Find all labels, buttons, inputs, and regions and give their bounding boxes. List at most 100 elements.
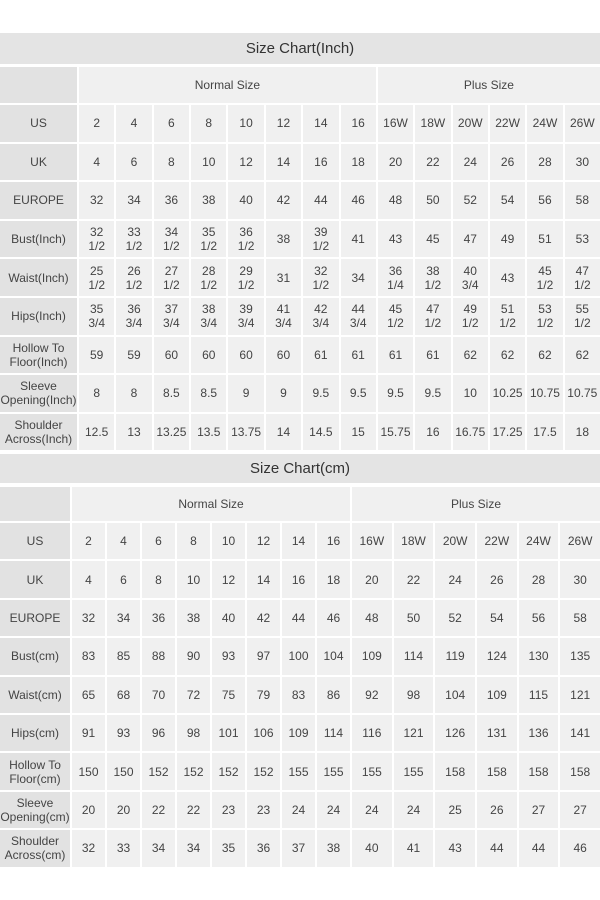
table-cell: 26 — [477, 561, 517, 598]
table-cell: 79 — [247, 676, 280, 713]
row-label: Hips(Inch) — [0, 297, 77, 335]
table-cell: 20 — [352, 561, 392, 598]
table-cell: 104 — [435, 676, 475, 713]
row-label: UK — [0, 561, 70, 598]
table-cell: 22 — [393, 561, 434, 598]
table-cell: 26 — [489, 143, 526, 181]
table-cell: 109 — [282, 714, 315, 752]
table-cell: 155 — [282, 753, 315, 790]
table-cell: 30 — [560, 561, 600, 598]
table-cell: 10 — [177, 561, 210, 598]
table-cell: 114 — [317, 714, 350, 752]
table-cell: 34 — [340, 259, 376, 296]
table-cell: 75 — [212, 676, 245, 713]
cm-size-table: Normal Size Plus Size US 2 4 6 8 10 12 14 16 16W 18W… — [0, 487, 600, 867]
table-cell: 30 — [564, 143, 600, 181]
table-cell: 9 — [228, 375, 264, 412]
table-cell: 98 — [393, 676, 434, 713]
group-header-plus: Plus Size — [377, 67, 600, 103]
table-cell: 61 — [303, 336, 339, 374]
table-cell: 55 1/2 — [564, 297, 600, 335]
row-label: Hollow To Floor(cm) — [0, 753, 70, 790]
table-cell: 85 — [107, 638, 140, 675]
row-label: Bust(cm) — [0, 638, 70, 675]
table-cell: 12 — [228, 143, 264, 181]
table-cell: 34 — [142, 830, 175, 867]
table-cell: 12 — [212, 561, 245, 598]
table-cell: 14 — [303, 105, 339, 142]
table-cell: 15 — [340, 413, 376, 451]
table-cell: 36 — [153, 182, 190, 219]
table-cell: 48 — [352, 599, 392, 637]
group-header-plus: Plus Size — [352, 487, 600, 521]
table-cell: 109 — [352, 638, 392, 675]
table-cell: 8 — [191, 105, 227, 142]
table-cell: 20 — [107, 791, 140, 829]
table-cell: 61 — [415, 336, 451, 374]
table-cell: 31 — [265, 259, 302, 296]
table-cell: 42 — [265, 182, 302, 219]
table-cell: 20W — [452, 105, 488, 142]
table-cell: 33 — [107, 830, 140, 867]
table-cell: 65 — [72, 676, 105, 713]
table-cell: 24 — [317, 791, 350, 829]
row-label: Sleeve Opening(cm) — [0, 791, 70, 829]
table-cell: 9.5 — [303, 375, 339, 412]
table-cell: 158 — [435, 753, 475, 790]
table-cell: 14 — [265, 413, 302, 451]
table-cell: 35 1/2 — [191, 220, 227, 258]
table-cell: 60 — [191, 336, 227, 374]
table-cell: 17.5 — [527, 413, 563, 451]
table-cell: 28 — [527, 143, 563, 181]
table-cell: 52 — [435, 599, 475, 637]
table-cell: 27 — [518, 791, 559, 829]
table-cell: 38 3/4 — [191, 297, 227, 335]
table-cell: 13.75 — [228, 413, 264, 451]
table-cell: 50 — [393, 599, 434, 637]
table-cell: 100 — [282, 638, 315, 675]
table-cell: 15.75 — [377, 413, 414, 451]
table-cell: 4 — [107, 523, 140, 560]
row-label: EUROPE — [0, 182, 77, 219]
table-cell: 59 — [79, 336, 115, 374]
table-cell: 44 — [518, 830, 559, 867]
table-cell: 50 — [415, 182, 451, 219]
table-cell: 8 — [177, 523, 210, 560]
table-cell: 54 — [489, 182, 526, 219]
table-cell: 24 — [452, 143, 488, 181]
table-cell: 53 1/2 — [527, 297, 563, 335]
table-cell: 24W — [527, 105, 563, 142]
table-cell: 51 — [527, 220, 563, 258]
table-cell: 45 — [415, 220, 451, 258]
table-cell: 46 — [340, 182, 376, 219]
row-label: Bust(Inch) — [0, 220, 77, 258]
table-cell: 16 — [317, 523, 350, 560]
table-cell: 42 3/4 — [303, 297, 339, 335]
table-cell: 16.75 — [452, 413, 488, 451]
table-cell: 16 — [415, 413, 451, 451]
table-cell: 131 — [477, 714, 517, 752]
table-cell: 39 1/2 — [303, 220, 339, 258]
table-cell: 38 — [177, 599, 210, 637]
table-cell: 54 — [477, 599, 517, 637]
table-cell: 32 1/2 — [79, 220, 115, 258]
table-cell: 36 1/2 — [228, 220, 264, 258]
table-cell: 51 1/2 — [489, 297, 526, 335]
table-cell: 42 — [247, 599, 280, 637]
table-cell: 18 — [317, 561, 350, 598]
table-cell: 53 — [564, 220, 600, 258]
table-cell: 28 1/2 — [191, 259, 227, 296]
table-cell: 38 — [191, 182, 227, 219]
table-cell: 28 — [518, 561, 559, 598]
table-cell: 96 — [142, 714, 175, 752]
table-cell: 9.5 — [377, 375, 414, 412]
table-cell: 34 — [116, 182, 152, 219]
table-cell: 34 — [177, 830, 210, 867]
table-cell: 40 — [228, 182, 264, 219]
row-label: Shoulder Across(Inch) — [0, 413, 77, 451]
table-cell: 27 — [560, 791, 600, 829]
table-cell: 58 — [564, 182, 600, 219]
table-cell: 41 3/4 — [265, 297, 302, 335]
table-cell: 27 1/2 — [153, 259, 190, 296]
table-cell: 8 — [116, 375, 152, 412]
